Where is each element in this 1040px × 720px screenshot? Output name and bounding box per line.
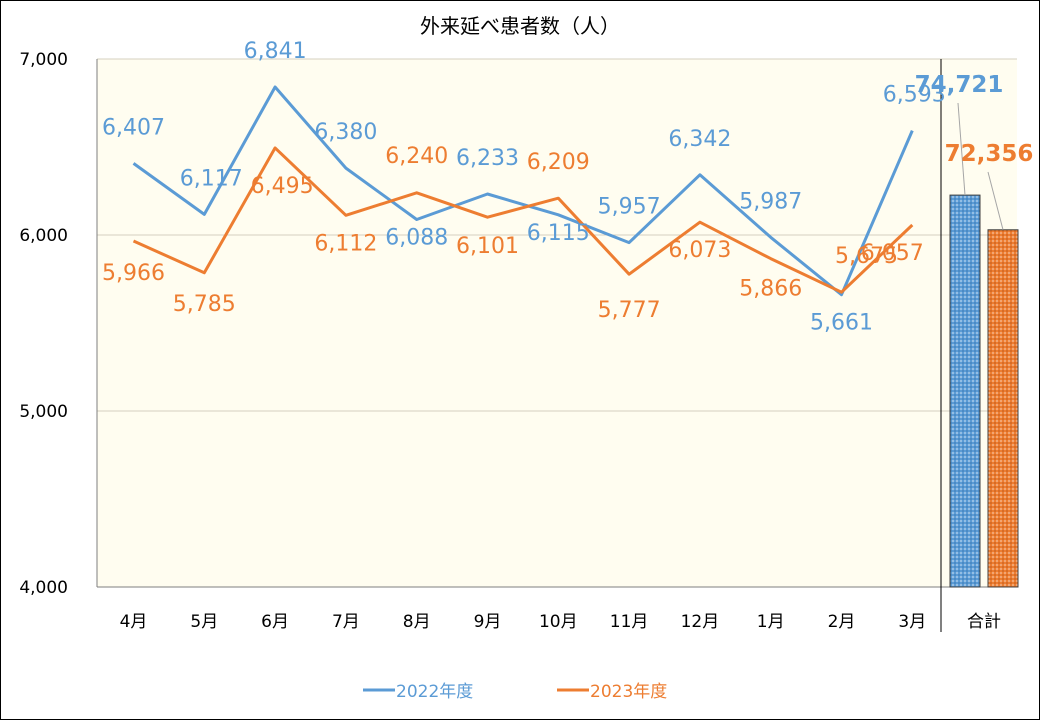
x-tick-label: 2月	[828, 612, 856, 632]
data-label: 6,380	[314, 120, 377, 145]
x-tick-label: 7月	[332, 612, 360, 632]
x-tick-label: 9月	[474, 612, 502, 632]
data-label: 6,841	[244, 39, 307, 64]
data-label: 5,785	[173, 292, 236, 317]
data-label: 5,675	[835, 244, 898, 269]
total-bar	[949, 194, 981, 588]
total-data-label: 72,356	[945, 141, 1034, 167]
y-tick-label: 5,000	[19, 402, 68, 422]
data-label: 6,593	[883, 83, 946, 108]
x-tick-label-total: 合計	[967, 612, 1001, 632]
legend-label: 2022年度	[396, 682, 473, 702]
data-label: 5,777	[598, 298, 661, 323]
x-tick-label: 11月	[610, 612, 649, 632]
total-data-label: 74,721	[915, 72, 1004, 98]
data-label: 5,987	[739, 189, 802, 214]
x-tick-label: 3月	[898, 612, 926, 632]
x-tick-label: 6月	[261, 612, 289, 632]
data-label: 5,966	[102, 261, 165, 286]
total-label-leader	[987, 171, 1004, 230]
y-tick-label: 4,000	[19, 578, 68, 598]
plot-area	[97, 59, 1017, 587]
data-label: 6,101	[456, 234, 519, 259]
data-label: 6,209	[527, 150, 590, 175]
data-label: 6,088	[385, 226, 448, 251]
series-line	[132, 146, 914, 294]
data-label: 5,661	[810, 311, 873, 336]
x-tick-label: 8月	[403, 612, 431, 632]
total-bar	[987, 229, 1019, 588]
data-label: 6,407	[102, 115, 165, 140]
total-label-leader	[957, 102, 966, 196]
series-line	[132, 85, 914, 297]
data-label: 6,112	[314, 231, 377, 256]
data-label: 6,240	[385, 144, 448, 169]
legend-label: 2023年度	[590, 682, 667, 702]
data-label: 6,117	[180, 166, 243, 191]
x-tick-label: 5月	[190, 612, 218, 632]
x-tick-label: 1月	[757, 612, 785, 632]
data-label: 6,073	[668, 238, 731, 263]
x-tick-label: 12月	[681, 612, 720, 632]
x-tick-label: 10月	[539, 612, 578, 632]
data-label: 6,342	[668, 127, 731, 152]
chart-title: 外来延べ患者数（人）	[420, 14, 620, 38]
y-tick-label: 6,000	[19, 226, 68, 246]
data-label: 6,057	[861, 241, 924, 266]
data-label: 5,866	[739, 277, 802, 302]
y-tick-label: 7,000	[19, 50, 68, 70]
data-label: 6,115	[527, 221, 590, 246]
data-label: 6,495	[251, 174, 314, 199]
data-label: 5,957	[598, 195, 661, 220]
x-tick-label: 4月	[120, 612, 148, 632]
data-label: 6,233	[456, 146, 519, 171]
